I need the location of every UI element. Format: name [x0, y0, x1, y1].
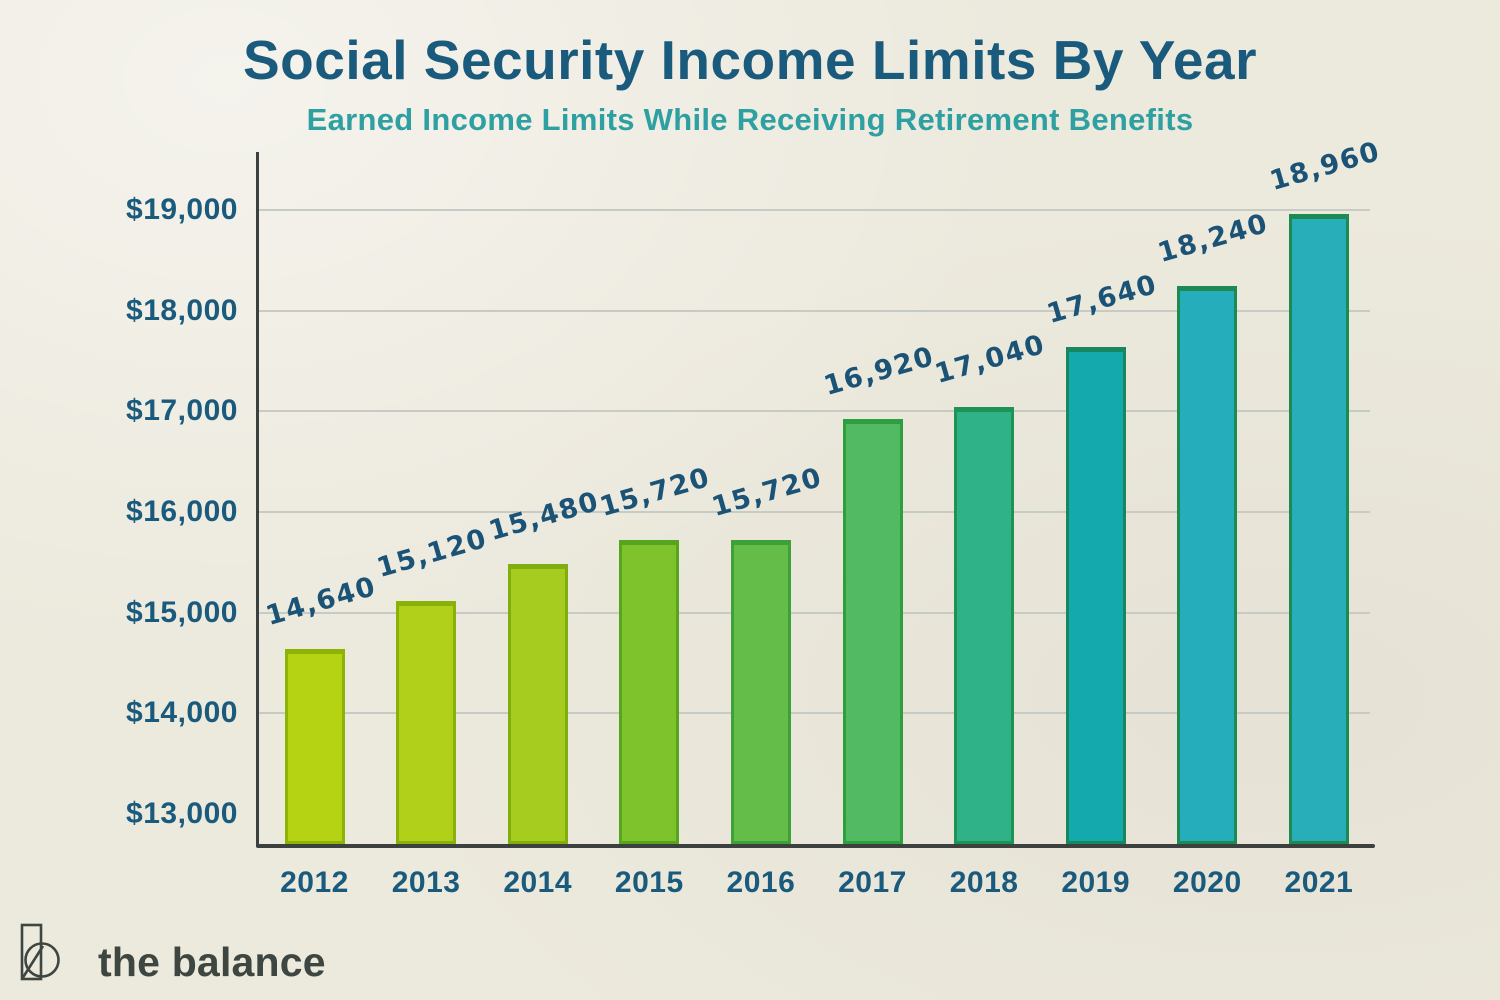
- bar-value-label: 18,240: [1154, 208, 1273, 270]
- bar-value-label: 15,720: [708, 462, 826, 524]
- gridline-19000: [256, 208, 1370, 211]
- x-axis-tick-label: 2013: [391, 866, 461, 899]
- bar-2018: [954, 407, 1015, 844]
- x-axis-tick-label: 2012: [280, 866, 349, 899]
- x-axis-tick-label: 2020: [1172, 866, 1242, 899]
- chart-header: Social Security Income Limits By Year Ea…: [0, 0, 1500, 138]
- chart-title: Social Security Income Limits By Year: [242, 29, 1258, 91]
- x-axis-tick-label: 2018: [949, 866, 1019, 899]
- y-axis-tick-label: $13,000: [126, 797, 238, 830]
- x-axis-tick-label: 2016: [726, 866, 796, 899]
- x-axis-tick-label: 2019: [1061, 866, 1131, 899]
- gridline-16000: [256, 510, 1370, 513]
- x-axis-tick-label: 2014: [503, 866, 573, 899]
- the-balance-logo-text: the balance: [98, 938, 326, 985]
- gridline-17000: [256, 410, 1370, 413]
- gridline-14000: [256, 712, 1370, 715]
- bar-2019: [1065, 346, 1126, 844]
- bar-value-label: 16,920: [819, 341, 938, 403]
- gridline-18000: [256, 309, 1370, 312]
- bar-2016: [730, 540, 791, 844]
- x-axis-tick-label: 2021: [1284, 866, 1354, 899]
- bar-value-label: 17,040: [931, 329, 1049, 391]
- y-axis-tick-label: $18,000: [126, 293, 238, 327]
- y-axis-tick-label: $16,000: [126, 494, 238, 528]
- the-balance-logo-icon: [20, 923, 60, 981]
- bar-value-label: 15,120: [373, 522, 491, 584]
- bar-2013: [396, 600, 457, 844]
- y-axis-line: [256, 152, 259, 847]
- bar-2021: [1288, 214, 1349, 844]
- the-balance-logo: the balance: [18, 922, 326, 988]
- bar-2015: [619, 540, 680, 844]
- x-axis-tick-label: 2017: [838, 866, 907, 899]
- bar-value-label: 18,960: [1266, 135, 1384, 197]
- y-axis-tick-label: $14,000: [126, 696, 238, 730]
- y-axis-tick-label: $15,000: [126, 595, 238, 629]
- gridline-15000: [256, 611, 1370, 614]
- bar-value-label: 17,640: [1043, 268, 1161, 330]
- bar-value-label: 15,480: [485, 486, 603, 548]
- bar-2014: [507, 564, 568, 844]
- bar-2020: [1177, 286, 1238, 844]
- bar-2012: [284, 648, 345, 844]
- y-axis-tick-label: $17,000: [126, 394, 238, 428]
- bar-value-label: 15,720: [596, 462, 715, 524]
- bar-2017: [842, 419, 903, 844]
- x-axis-line: [256, 844, 1375, 848]
- y-axis-tick-label: $19,000: [126, 192, 238, 226]
- chart-subtitle: Earned Income Limits While Receiving Ret…: [306, 102, 1194, 137]
- bar-value-label: 14,640: [261, 570, 380, 632]
- x-axis-tick-label: 2015: [614, 866, 684, 899]
